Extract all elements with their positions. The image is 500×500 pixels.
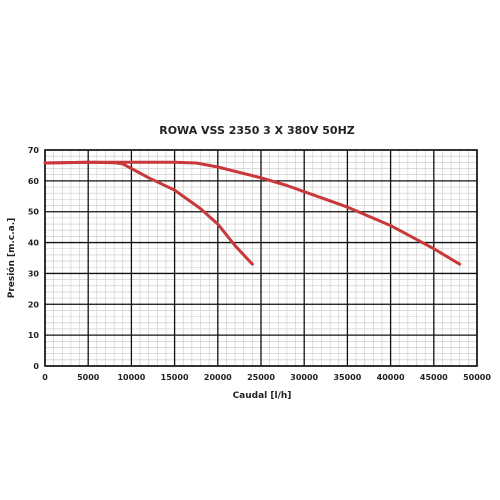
x-tick-label: 45000 [420,373,448,382]
y-axis-label: Presión [m.c.a.] [6,218,17,299]
y-tick-label: 40 [28,239,40,248]
x-tick-label: 10000 [117,373,145,382]
y-tick-label: 10 [28,331,40,340]
x-tick-label: 25000 [247,373,275,382]
y-tick-label: 50 [28,208,40,217]
x-tick-label: 20000 [204,373,232,382]
y-tick-labels: 0 10 20 30 40 50 60 70 [28,146,40,371]
x-tick-label: 5000 [77,373,100,382]
y-tick-label: 20 [28,300,40,309]
x-axis-label: Caudal [l/h] [233,391,292,401]
x-tick-label: 15000 [161,373,189,382]
series-layer [43,160,462,266]
series-line-2 [43,160,462,266]
x-tick-label: 35000 [333,373,361,382]
y-tick-label: 70 [28,146,40,155]
plot-border [44,149,478,367]
x-tick-label: 30000 [290,373,318,382]
y-tick-label: 0 [33,362,39,371]
major-grid [44,149,478,367]
x-tick-labels: 0 5000 10000 15000 20000 25000 30000 35000 40000… [42,373,491,382]
y-tick-label: 60 [28,177,40,186]
chart-title: ROWA VSS 2350 3 X 380V 50HZ [159,124,355,137]
x-tick-label: 0 [42,373,48,382]
x-tick-label: 50000 [463,373,491,382]
y-tick-label: 30 [28,269,40,278]
x-tick-label: 40000 [377,373,405,382]
